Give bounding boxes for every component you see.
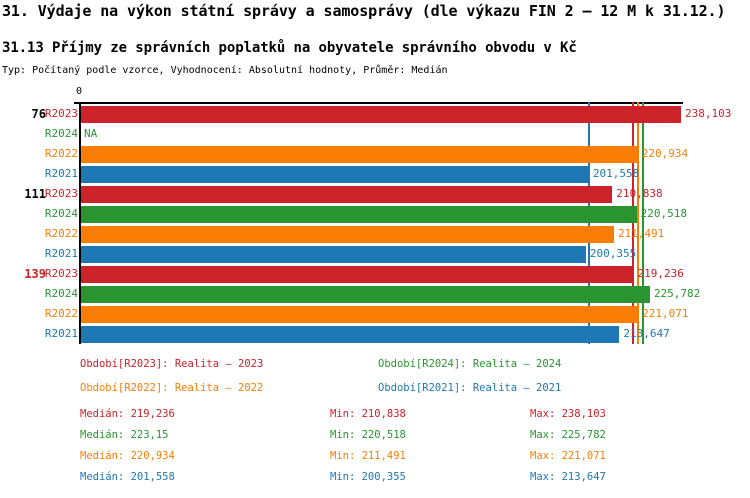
legend-item[interactable]: Období[R2023]: Realita – 2023	[80, 358, 264, 370]
stat-median: Medián: 220,934	[80, 450, 175, 462]
page-title: 31. Výdaje na výkon státní správy a samo…	[2, 2, 726, 20]
plot-area: 0 76 R2023 238,103 R2024 NA R2022 220,934 R2021…	[0, 86, 750, 348]
group-label: 111	[24, 187, 46, 201]
bar-r2024[interactable]	[81, 286, 650, 303]
stat-median: Medián: 201,558	[80, 471, 175, 483]
statistics-panel: Medián: 219,236 Min: 210,838 Max: 238,103 M…	[0, 408, 750, 498]
bar-r2023[interactable]	[81, 106, 681, 123]
stat-min: Min: 220,518	[330, 429, 406, 441]
bar-row: R2022 221,071	[0, 304, 750, 324]
reference-line-median-r2022	[636, 102, 639, 344]
bar-r2022[interactable]	[81, 226, 614, 243]
stat-max: Max: 221,071	[530, 450, 606, 462]
stat-max: Max: 238,103	[530, 408, 606, 420]
series-label-r2024: R2024	[44, 287, 78, 300]
bar-row: R2024 220,518	[0, 204, 750, 224]
bar-value-label: 211,491	[617, 227, 665, 240]
bar-row: R2021 200,355	[0, 244, 750, 264]
bar-value-label: 238,103	[685, 107, 732, 120]
stat-max: Max: 213,647	[530, 471, 606, 483]
series-label-r2022: R2022	[44, 147, 78, 160]
series-label-r2021: R2021	[44, 167, 78, 180]
bar-r2022[interactable]	[81, 146, 638, 163]
reference-line-median-r2024	[642, 102, 645, 344]
bar-r2021[interactable]	[81, 246, 586, 263]
series-label-r2023: R2023	[44, 187, 78, 200]
series-label-r2021: R2021	[44, 327, 78, 340]
stat-max: Max: 225,782	[530, 429, 606, 441]
axis-zero-tick-label: 0	[76, 86, 83, 97]
bar-value-label: 201,558	[592, 167, 640, 180]
bar-value-label: 213,647	[623, 327, 670, 340]
bar-value-label: 200,355	[589, 247, 637, 260]
legend-item[interactable]: Období[R2022]: Realita – 2022	[80, 382, 264, 394]
series-label-r2023: R2023	[44, 267, 78, 280]
bar-row: R2024 225,782	[0, 284, 750, 304]
bar-value-label: 219,236	[637, 267, 684, 280]
bar-value-label: 220,518	[640, 207, 688, 220]
bar-row: 139 R2023 219,236	[0, 264, 750, 284]
bar-row: R2022 211,491	[0, 224, 750, 244]
legend-item[interactable]: Období[R2021]: Realita – 2021	[378, 382, 562, 394]
stat-min: Min: 200,355	[330, 471, 406, 483]
bar-row: R2021 201,558	[0, 164, 750, 184]
stat-min: Min: 210,838	[330, 408, 406, 420]
bar-r2023[interactable]	[81, 186, 613, 203]
bar-value-label: 220,934	[641, 147, 689, 160]
stat-median: Medián: 223,15	[80, 429, 169, 441]
chart-subtitle: 31.13 Příjmy ze správních poplatků na ob…	[2, 40, 577, 56]
bar-r2022[interactable]	[81, 306, 639, 323]
group-label: 76	[31, 107, 46, 121]
y-axis-line	[79, 102, 81, 344]
bar-r2021[interactable]	[81, 166, 589, 183]
reference-line-median-r2021	[587, 102, 590, 344]
bar-row: R2022 220,934	[0, 144, 750, 164]
legend: Období[R2023]: Realita – 2023 Období[R202…	[0, 358, 750, 400]
bars-layer: 76 R2023 238,103 R2024 NA R2022 220,934 R2021 20…	[0, 104, 750, 344]
bar-row: 111 R2023 210,838	[0, 184, 750, 204]
series-label-r2021: R2021	[44, 247, 78, 260]
series-label-r2024: R2024	[44, 207, 78, 220]
series-label-r2022: R2022	[44, 227, 78, 240]
bar-r2024[interactable]	[81, 206, 637, 223]
stat-median: Medián: 219,236	[80, 408, 175, 420]
bar-value-label: 225,782	[653, 287, 701, 300]
plot-top-rule	[79, 102, 683, 104]
bar-value-label: 221,071	[642, 307, 689, 320]
chart-meta-line: Typ: Počítaný podle vzorce, Vyhodnocení:…	[2, 65, 448, 76]
bar-r2021[interactable]	[81, 326, 620, 343]
series-label-r2023: R2023	[44, 107, 78, 120]
series-label-r2022: R2022	[44, 307, 78, 320]
reference-line-median-r2023	[632, 102, 635, 344]
bar-row: 76 R2023 238,103	[0, 104, 750, 124]
legend-item[interactable]: Období[R2024]: Realita – 2024	[378, 358, 562, 370]
bar-row: R2024 NA	[0, 124, 750, 144]
bar-na-label: NA	[84, 127, 98, 140]
bar-value-label: 210,838	[616, 187, 663, 200]
bar-row: R2021 213,647	[0, 324, 750, 344]
series-label-r2024: R2024	[44, 127, 78, 140]
group-label: 139	[24, 267, 46, 281]
stat-min: Min: 211,491	[330, 450, 406, 462]
bar-r2023[interactable]	[81, 266, 634, 283]
